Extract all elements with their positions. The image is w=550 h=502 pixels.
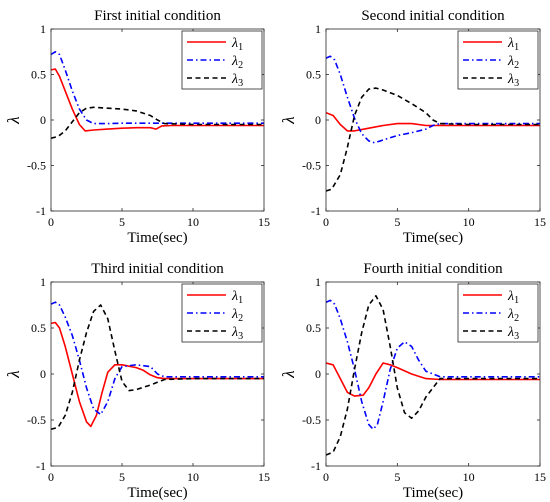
x-axis-label: Time(sec) bbox=[127, 485, 187, 501]
x-tick-label: 15 bbox=[534, 215, 546, 229]
series-line-lambda2 bbox=[51, 301, 264, 416]
y-tick-label: 1 bbox=[40, 275, 46, 289]
legend-label-lambda1: λ1 bbox=[231, 289, 243, 306]
y-tick-label: 0.5 bbox=[31, 68, 46, 82]
x-tick-label: 10 bbox=[463, 470, 475, 484]
x-axis-label: Time(sec) bbox=[127, 230, 187, 246]
x-tick-label: 15 bbox=[258, 470, 270, 484]
legend-box bbox=[181, 30, 263, 90]
series-line-lambda3 bbox=[51, 106, 264, 139]
legend-label-lambda2: λ2 bbox=[231, 54, 243, 71]
series-line-lambda1 bbox=[326, 362, 540, 397]
y-tick-label: 0 bbox=[40, 367, 46, 381]
legend-label-lambda3: λ3 bbox=[507, 72, 519, 89]
legend-box bbox=[181, 283, 263, 343]
y-tick-label: -1 bbox=[36, 204, 46, 218]
y-tick-label: 0 bbox=[315, 113, 321, 127]
x-tick-label: 0 bbox=[48, 470, 54, 484]
series-line-lambda3 bbox=[51, 304, 264, 430]
chart-title: Third initial condition bbox=[91, 261, 224, 277]
x-tick-label: 10 bbox=[187, 215, 199, 229]
x-tick-label: 0 bbox=[323, 215, 329, 229]
y-tick-label: -0.5 bbox=[302, 413, 321, 427]
x-tick-label: 5 bbox=[119, 470, 125, 484]
y-tick-label: 0 bbox=[40, 113, 46, 127]
x-tick-label: 5 bbox=[119, 215, 125, 229]
chart-title: Second initial condition bbox=[361, 8, 505, 24]
y-axis-label: λ bbox=[279, 370, 298, 378]
series-line-lambda2 bbox=[326, 299, 540, 431]
x-tick-label: 15 bbox=[258, 215, 270, 229]
y-tick-label: -1 bbox=[36, 459, 46, 473]
y-axis-label: λ bbox=[279, 116, 298, 124]
x-tick-label: 0 bbox=[48, 215, 54, 229]
legend-label-lambda3: λ3 bbox=[231, 72, 243, 89]
y-tick-label: 1 bbox=[40, 22, 46, 36]
x-axis-label: Time(sec) bbox=[403, 485, 463, 501]
y-tick-label: 0.5 bbox=[31, 321, 46, 335]
chart-panel-1: 0 5 10 15 -1 -0.5 0 0.5 1 First initial condition… bbox=[4, 8, 270, 246]
chart-panel-4: 0 5 10 15 -1 -0.5 0 0.5 1 Fourth initial conditio… bbox=[279, 261, 546, 501]
x-tick-label: 10 bbox=[187, 470, 199, 484]
series-line-lambda3 bbox=[326, 294, 540, 456]
legend-label-lambda1: λ1 bbox=[507, 289, 519, 306]
series-line-lambda1 bbox=[51, 68, 264, 132]
chart-title: First initial condition bbox=[94, 8, 221, 24]
y-tick-label: 1 bbox=[315, 22, 321, 36]
legend-box bbox=[457, 283, 539, 343]
x-tick-label: 0 bbox=[323, 470, 329, 484]
y-tick-label: -0.5 bbox=[302, 159, 321, 173]
legend-label-lambda3: λ3 bbox=[231, 325, 243, 342]
chart-panel-2: 0 5 10 15 -1 -0.5 0 0.5 1 Second initial conditio… bbox=[279, 8, 546, 246]
y-tick-label: -0.5 bbox=[27, 159, 46, 173]
legend-label-lambda2: λ2 bbox=[231, 307, 243, 324]
chart-title: Fourth initial condition bbox=[363, 261, 503, 277]
y-tick-label: 0 bbox=[315, 367, 321, 381]
y-tick-label: 0.5 bbox=[306, 321, 321, 335]
y-tick-label: -1 bbox=[311, 204, 321, 218]
y-tick-label: 1 bbox=[315, 275, 321, 289]
y-axis-label: λ bbox=[4, 116, 23, 124]
legend-box bbox=[457, 30, 539, 90]
series-line-lambda1 bbox=[51, 321, 264, 428]
legend-label-lambda2: λ2 bbox=[507, 307, 519, 324]
x-tick-label: 5 bbox=[394, 215, 400, 229]
legend-label-lambda1: λ1 bbox=[231, 36, 243, 53]
x-tick-label: 5 bbox=[394, 470, 400, 484]
legend-label-lambda1: λ1 bbox=[507, 36, 519, 53]
legend-label-lambda2: λ2 bbox=[507, 54, 519, 71]
y-axis-label: λ bbox=[4, 370, 23, 378]
y-tick-label: -0.5 bbox=[27, 413, 46, 427]
y-tick-label: 0.5 bbox=[306, 68, 321, 82]
y-tick-label: -1 bbox=[311, 459, 321, 473]
x-axis-label: Time(sec) bbox=[403, 230, 463, 246]
x-tick-label: 15 bbox=[534, 470, 546, 484]
series-line-lambda1 bbox=[326, 111, 540, 132]
legend-label-lambda3: λ3 bbox=[507, 325, 519, 342]
x-tick-label: 10 bbox=[463, 215, 475, 229]
series-line-lambda2 bbox=[51, 50, 264, 125]
series-line-lambda3 bbox=[326, 87, 540, 192]
chart-panel-3: 0 5 10 15 -1 -0.5 0 0.5 1 Third initial condition… bbox=[4, 261, 270, 501]
